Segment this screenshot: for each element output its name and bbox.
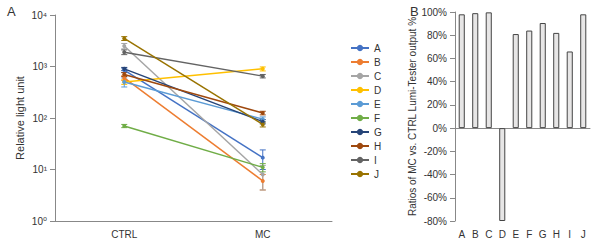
svg-text:B: B bbox=[410, 4, 419, 19]
svg-text:MC: MC bbox=[255, 229, 271, 240]
svg-text:G: G bbox=[539, 229, 547, 240]
svg-text:F: F bbox=[374, 113, 380, 124]
svg-text:40%: 40% bbox=[427, 76, 447, 87]
svg-text:D: D bbox=[499, 229, 506, 240]
svg-text:D: D bbox=[374, 85, 381, 96]
svg-text:0%: 0% bbox=[433, 123, 448, 134]
svg-text:100%: 100% bbox=[421, 7, 447, 18]
svg-text:B: B bbox=[374, 57, 381, 68]
svg-text:B: B bbox=[472, 229, 479, 240]
svg-text:10³: 10³ bbox=[33, 61, 48, 72]
svg-text:60%: 60% bbox=[427, 53, 447, 64]
svg-text:80%: 80% bbox=[427, 30, 447, 41]
svg-text:E: E bbox=[374, 99, 381, 110]
svg-text:-40%: -40% bbox=[424, 169, 447, 180]
svg-text:20%: 20% bbox=[427, 99, 447, 110]
svg-text:A: A bbox=[374, 43, 381, 54]
svg-text:CTRL: CTRL bbox=[111, 229, 138, 240]
svg-text:H: H bbox=[374, 141, 381, 152]
svg-text:G: G bbox=[374, 127, 382, 138]
svg-text:10⁰: 10⁰ bbox=[32, 216, 47, 227]
svg-text:-20%: -20% bbox=[424, 146, 447, 157]
svg-text:A: A bbox=[458, 229, 465, 240]
svg-text:10¹: 10¹ bbox=[33, 164, 48, 175]
svg-text:J: J bbox=[581, 229, 586, 240]
svg-text:10²: 10² bbox=[33, 113, 48, 124]
svg-text:A: A bbox=[7, 4, 16, 19]
svg-text:C: C bbox=[374, 71, 381, 82]
svg-text:E: E bbox=[512, 229, 519, 240]
svg-text:I: I bbox=[568, 229, 571, 240]
svg-text:10⁴: 10⁴ bbox=[32, 10, 47, 21]
svg-text:-80%: -80% bbox=[424, 216, 447, 227]
svg-text:I: I bbox=[374, 155, 377, 166]
svg-text:Relative light unit: Relative light unit bbox=[14, 76, 26, 160]
svg-text:F: F bbox=[526, 229, 532, 240]
svg-text:H: H bbox=[553, 229, 560, 240]
svg-text:J: J bbox=[374, 169, 379, 180]
svg-text:Ratios of MC vs. CTRL Lumi-Tes: Ratios of MC vs. CTRL Lumi-Tester output… bbox=[407, 17, 418, 216]
svg-text:C: C bbox=[485, 229, 492, 240]
svg-text:-60%: -60% bbox=[424, 192, 447, 203]
